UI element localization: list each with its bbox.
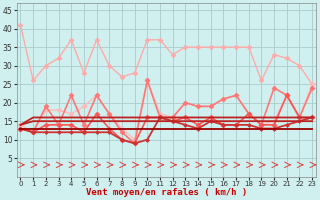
X-axis label: Vent moyen/en rafales ( km/h ): Vent moyen/en rafales ( km/h ) <box>86 188 247 197</box>
